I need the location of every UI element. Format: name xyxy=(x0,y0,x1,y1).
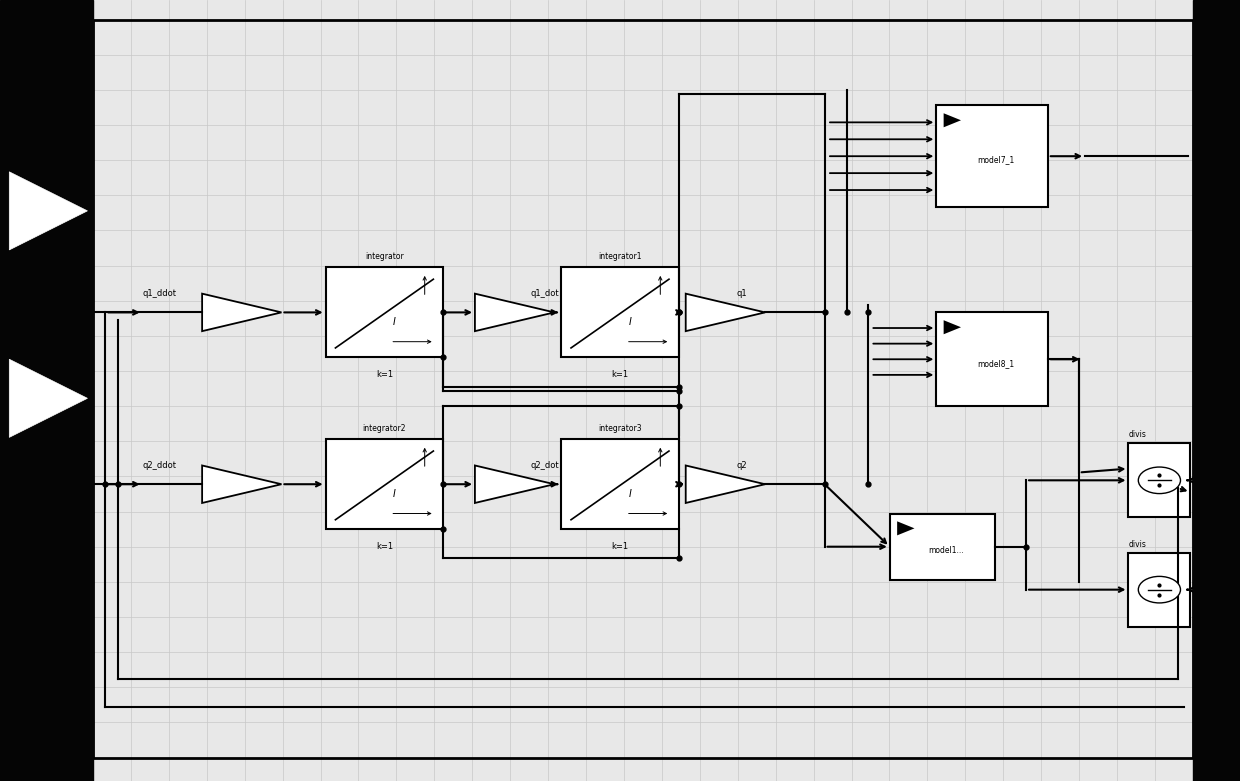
Bar xyxy=(1128,444,1190,517)
Bar xyxy=(560,268,680,358)
Text: q2_ddot: q2_ddot xyxy=(143,461,176,470)
Text: divis: divis xyxy=(1128,430,1146,439)
Polygon shape xyxy=(898,522,915,536)
Text: model1...: model1... xyxy=(929,546,963,555)
Text: q2_dot: q2_dot xyxy=(531,461,559,470)
Text: I: I xyxy=(393,317,396,326)
Bar xyxy=(93,20,1193,758)
Polygon shape xyxy=(202,465,281,503)
Polygon shape xyxy=(9,172,87,250)
Polygon shape xyxy=(686,294,765,331)
Text: q1: q1 xyxy=(737,289,748,298)
Bar xyxy=(936,312,1048,406)
Text: integrator: integrator xyxy=(365,252,404,261)
Text: integrator3: integrator3 xyxy=(598,424,642,433)
Bar xyxy=(560,439,680,530)
Text: q1_ddot: q1_ddot xyxy=(143,289,176,298)
Polygon shape xyxy=(9,359,87,437)
Bar xyxy=(325,439,444,530)
Text: k=1: k=1 xyxy=(611,370,629,379)
Text: q2: q2 xyxy=(737,461,748,470)
Text: divis: divis xyxy=(1128,540,1146,548)
Text: integrator1: integrator1 xyxy=(598,252,642,261)
Bar xyxy=(325,268,444,358)
Bar xyxy=(0,0,93,781)
Bar xyxy=(1193,0,1240,781)
Bar xyxy=(1128,553,1190,626)
Polygon shape xyxy=(475,465,554,503)
Polygon shape xyxy=(944,320,961,334)
Polygon shape xyxy=(202,294,281,331)
Text: q1_dot: q1_dot xyxy=(531,289,559,298)
Bar xyxy=(936,105,1048,207)
Polygon shape xyxy=(686,465,765,503)
Text: k=1: k=1 xyxy=(376,370,393,379)
Text: I: I xyxy=(629,317,631,326)
Circle shape xyxy=(1138,467,1180,494)
Circle shape xyxy=(1138,576,1180,603)
Text: k=1: k=1 xyxy=(611,542,629,551)
Polygon shape xyxy=(944,113,961,127)
Text: k=1: k=1 xyxy=(376,542,393,551)
Text: model8_1: model8_1 xyxy=(977,358,1014,368)
Text: I: I xyxy=(629,489,631,498)
Bar xyxy=(890,514,994,580)
Polygon shape xyxy=(475,294,554,331)
Text: model7_1: model7_1 xyxy=(977,155,1014,165)
Text: I: I xyxy=(393,489,396,498)
Text: integrator2: integrator2 xyxy=(362,424,407,433)
